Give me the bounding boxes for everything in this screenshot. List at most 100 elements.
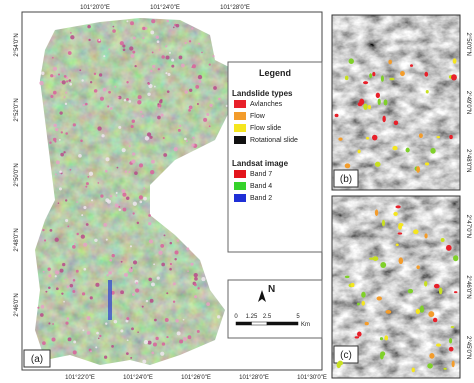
landslide-dot	[54, 237, 59, 242]
landslide-dot	[151, 282, 155, 287]
landslide-polygon	[357, 331, 362, 337]
landslide-dot	[169, 267, 172, 271]
landslide-polygon	[433, 283, 440, 289]
landslide-dot	[81, 292, 86, 296]
landslide-dot	[208, 125, 211, 128]
landslide-dot	[72, 245, 76, 249]
landslide-dot	[149, 135, 153, 139]
landslide-dot	[105, 157, 110, 162]
landslide-dot	[62, 262, 66, 267]
landslide-dot	[98, 39, 101, 42]
landslide-dot	[172, 300, 176, 303]
landslide-dot	[148, 83, 153, 89]
landslide-dot	[154, 318, 157, 322]
landslide-dot	[72, 279, 76, 282]
landslide-dot	[55, 160, 60, 165]
landslide-dot	[126, 352, 129, 356]
landslide-polygon	[354, 336, 360, 339]
landslide-dot	[113, 319, 118, 324]
landslide-dot	[50, 95, 54, 99]
legend-swatch	[234, 124, 246, 132]
hillshade-b	[332, 15, 460, 190]
landslide-dot	[68, 79, 72, 82]
landslide-dot	[109, 107, 113, 110]
scale-label: 5	[296, 314, 300, 320]
landslide-dot	[58, 138, 61, 141]
landslide-dot	[157, 103, 160, 106]
landslide-dot	[144, 27, 148, 30]
landslide-dot	[116, 166, 119, 169]
landslide-dot	[103, 355, 108, 359]
scale-label: 2.5	[263, 314, 272, 320]
landslide-dot	[150, 69, 153, 73]
scale-segment	[235, 321, 252, 326]
landslide-dot	[188, 105, 193, 110]
landslide-dot	[76, 232, 79, 236]
landslide-dot	[185, 140, 188, 143]
landslide-polygon	[453, 255, 459, 262]
landslide-dot	[147, 82, 151, 85]
landslide-dot	[52, 323, 54, 325]
landslide-dot	[158, 48, 161, 51]
landslide-dot	[156, 276, 160, 280]
landslide-dot	[130, 356, 133, 359]
landslide-polygon	[438, 287, 443, 295]
legend-group-title: Landslide types	[232, 89, 293, 98]
landslide-dot	[182, 336, 188, 341]
landslide-dot	[160, 244, 165, 248]
landslide-dot	[126, 81, 129, 84]
landslide-dot	[192, 136, 195, 139]
landslide-polygon	[365, 136, 370, 140]
landslide-dot	[105, 322, 108, 325]
landslide-dot	[131, 327, 134, 331]
landslide-polygon	[380, 262, 387, 268]
landslide-dot	[49, 141, 52, 144]
landslide-dot	[130, 54, 135, 58]
side-tick-label: 2°47'0"N	[465, 215, 471, 238]
landslide-dot	[168, 51, 171, 54]
landslide-dot	[177, 128, 181, 132]
landslide-polygon	[452, 58, 457, 64]
landslide-dot	[94, 238, 98, 243]
landslide-dot	[98, 73, 103, 77]
landslide-polygon	[384, 335, 389, 341]
side-tick-label: 2°48'0"N	[465, 149, 471, 172]
landslide-polygon	[393, 120, 399, 126]
landslide-dot	[66, 317, 70, 320]
landslide-dot	[143, 187, 146, 190]
landslide-dot	[58, 187, 62, 191]
landslide-dot	[165, 55, 170, 60]
landslide-polygon	[416, 265, 420, 270]
landslide-dot	[52, 137, 57, 142]
landslide-dot	[130, 21, 134, 26]
landslide-dot	[175, 319, 179, 323]
landslide-dot	[150, 30, 155, 35]
landslide-dot	[132, 201, 137, 206]
landslide-polygon	[420, 305, 424, 309]
landslide-dot	[121, 189, 126, 194]
landslide-dot	[188, 109, 191, 112]
landslide-dot	[196, 102, 199, 105]
landslide-dot	[187, 335, 192, 340]
landslide-dot	[198, 80, 202, 83]
landslide-dot	[118, 208, 121, 212]
landslide-polygon	[397, 232, 403, 235]
bottom-tick-label: 101°28'0"E	[239, 375, 269, 381]
landslide-dot	[103, 222, 108, 227]
panel-label-box	[333, 169, 359, 188]
landslide-dot	[130, 267, 133, 269]
landslide-polygon	[392, 145, 398, 151]
landslide-dot	[89, 81, 93, 84]
landslide-dot	[67, 225, 70, 228]
landslide-dot	[157, 68, 160, 71]
landslide-dot	[83, 242, 88, 247]
landslide-polygon	[367, 104, 371, 110]
landslide-dot	[203, 117, 208, 122]
landslide-dot	[144, 136, 150, 141]
landslide-polygon	[405, 147, 410, 153]
landslide-polygon	[356, 302, 360, 306]
landslide-polygon	[427, 363, 433, 369]
landslide-polygon	[436, 136, 441, 139]
landslide-dot	[134, 64, 137, 68]
landslide-dot	[130, 125, 134, 129]
